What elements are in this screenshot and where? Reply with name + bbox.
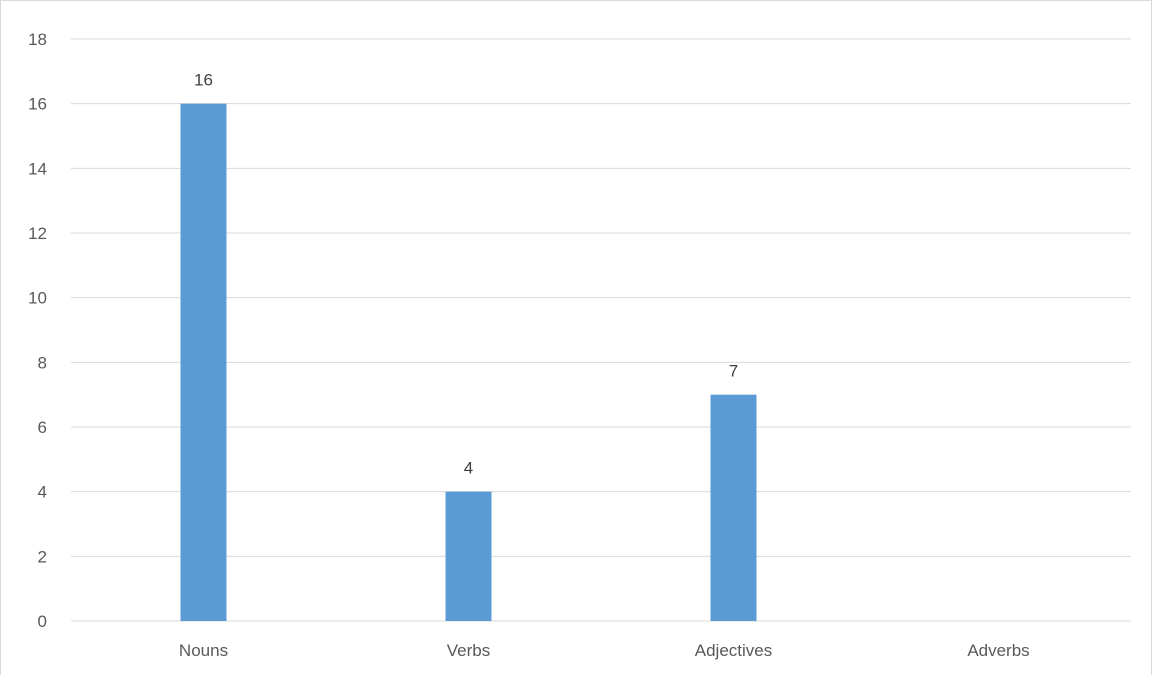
bar-verbs (445, 491, 492, 621)
y-tick-label: 12 (28, 224, 47, 243)
x-tick-label-verbs: Verbs (447, 641, 490, 660)
y-tick-label: 4 (38, 483, 47, 502)
bars (180, 103, 757, 621)
x-tick-label-adjectives: Adjectives (695, 641, 772, 660)
data-label-verbs: 4 (464, 459, 473, 478)
y-tick-label: 14 (28, 159, 47, 178)
data-label-nouns: 16 (194, 71, 213, 90)
y-tick-label: 8 (38, 353, 47, 372)
x-tick-label-adverbs: Adverbs (967, 641, 1029, 660)
y-tick-label: 16 (28, 95, 47, 114)
x-axis-tick-labels: Nouns Verbs Adjectives Adverbs (179, 641, 1030, 660)
bar-nouns (180, 103, 227, 621)
y-tick-label: 18 (28, 30, 47, 49)
data-label-adjectives: 7 (729, 362, 738, 381)
gridlines (71, 38, 1131, 622)
y-tick-label: 0 (38, 612, 47, 631)
y-axis-tick-labels: 0 2 4 6 8 10 12 14 16 18 (28, 30, 47, 631)
y-tick-label: 10 (28, 289, 47, 308)
x-tick-label-nouns: Nouns (179, 641, 228, 660)
bar-adjectives (710, 394, 757, 621)
y-tick-label: 2 (38, 547, 47, 566)
y-tick-label: 6 (38, 418, 47, 437)
